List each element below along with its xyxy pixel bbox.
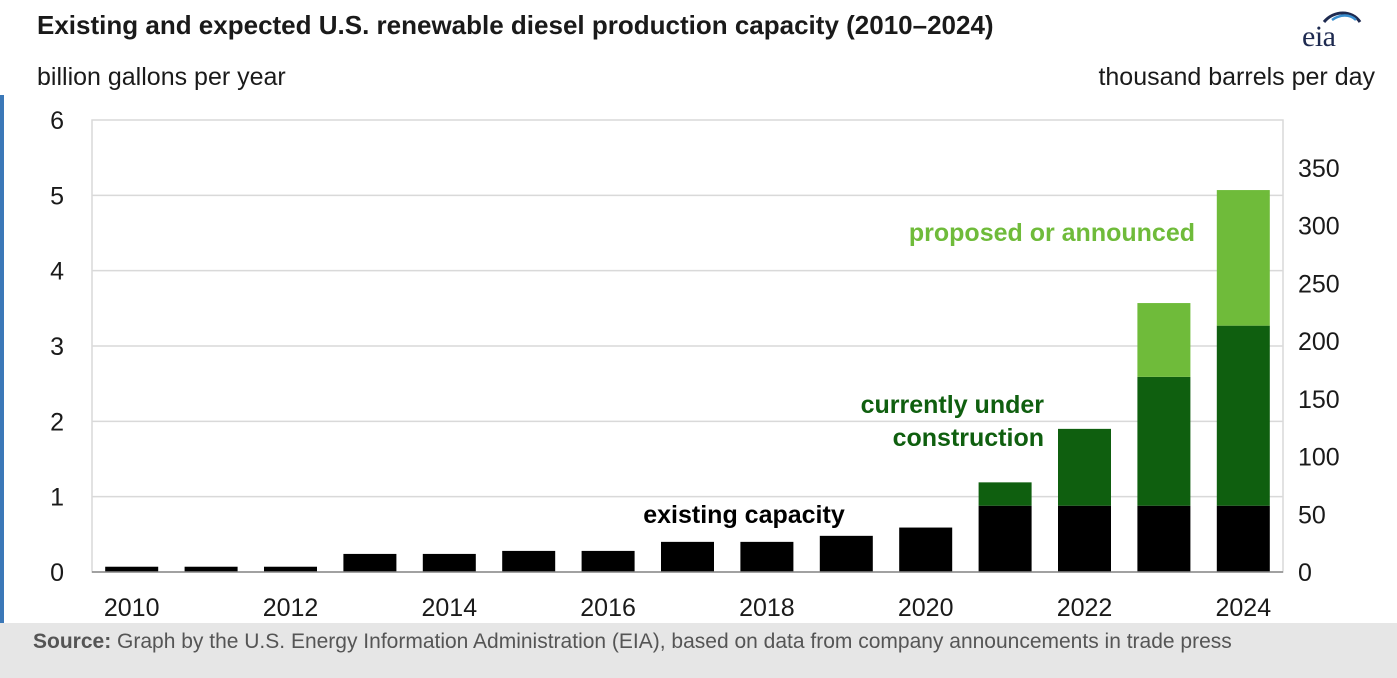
y-tick-label-left: 2 (50, 408, 64, 436)
chart-svg: 0 1 2 3 4 5 6 0 50 100 150 200 250 300 350 2010 2012 2014… (50, 107, 1340, 622)
y-tick-label-right: 150 (1298, 386, 1340, 414)
footer: Source: Graph by the U.S. Energy Informa… (0, 623, 1397, 678)
annotation-under-construction-line2: construction (893, 424, 1044, 452)
annotation-existing-capacity: existing capacity (643, 501, 845, 529)
eia-logo: eia (1302, 8, 1364, 53)
x-tick-label: 2010 (104, 594, 160, 622)
bar-existing-2017 (661, 541, 714, 572)
x-tick-label: 2022 (1057, 594, 1113, 622)
y-tick-label-right: 350 (1298, 155, 1340, 183)
bar-existing-2024 (1216, 505, 1270, 572)
bar-under-construction-2021 (978, 482, 1032, 506)
y-tick-label-right: 200 (1298, 328, 1340, 356)
source-label: Source: (33, 630, 112, 653)
eia-logo-swoosh-icon (1322, 11, 1362, 24)
bar-existing-2021 (978, 505, 1032, 572)
y-tick-label-left: 5 (50, 182, 64, 210)
bar-existing-2015 (502, 550, 556, 572)
bar-existing-2012 (264, 566, 317, 572)
annotation-layer: existing capacity currently under construc… (643, 219, 1195, 529)
bar-proposed-2024 (1216, 190, 1270, 326)
bar-under-construction-2024 (1216, 325, 1270, 506)
y-tick-label-left: 0 (50, 559, 64, 587)
bar-existing-2018 (740, 541, 794, 572)
y-tick-label-right: 0 (1298, 559, 1312, 587)
y-tick-label-right: 300 (1298, 213, 1340, 241)
eia-logo-text: eia (1302, 20, 1336, 53)
bar-layer (105, 190, 1270, 572)
annotation-proposed: proposed or announced (909, 219, 1195, 247)
y-tick-label-right: 100 (1298, 444, 1340, 472)
bar-existing-2010 (105, 566, 159, 572)
x-tick-label: 2014 (421, 594, 477, 622)
bar-under-construction-2022 (1058, 428, 1111, 506)
left-edge-strip (0, 95, 4, 635)
right-axis-label: thousand barrels per day (1098, 63, 1375, 91)
axis-layer: 0 1 2 3 4 5 6 0 50 100 150 200 250 300 350 2010 2012 2014… (50, 107, 1340, 622)
bar-existing-2013 (343, 553, 397, 572)
bar-proposed-2023 (1137, 303, 1191, 377)
bar-existing-2014 (422, 553, 476, 572)
source-text: Graph by the U.S. Energy Information Adm… (111, 630, 1232, 653)
source-note: Source: Graph by the U.S. Energy Informa… (33, 629, 1373, 654)
x-tick-label: 2018 (739, 594, 795, 622)
y-tick-label-left: 1 (50, 484, 64, 512)
bar-existing-2022 (1058, 505, 1111, 572)
bar-existing-2016 (581, 550, 635, 572)
left-axis-label: billion gallons per year (37, 63, 286, 91)
x-tick-label: 2016 (580, 594, 636, 622)
bar-existing-2020 (899, 527, 953, 572)
x-tick-label: 2020 (898, 594, 954, 622)
chart-title: Existing and expected U.S. renewable die… (37, 10, 994, 40)
y-tick-label-right: 250 (1298, 270, 1340, 298)
x-tick-label: 2012 (263, 594, 319, 622)
y-tick-label-left: 6 (50, 107, 64, 135)
annotation-under-construction-line1: currently under (861, 391, 1045, 419)
bar-existing-2011 (184, 566, 238, 572)
x-tick-label: 2024 (1215, 594, 1271, 622)
y-tick-label-left: 3 (50, 333, 64, 361)
bar-under-construction-2023 (1137, 376, 1191, 506)
y-tick-label-right: 50 (1298, 501, 1326, 529)
bar-existing-2023 (1137, 505, 1191, 572)
bar-existing-2019 (819, 535, 873, 572)
y-tick-label-left: 4 (50, 258, 64, 286)
